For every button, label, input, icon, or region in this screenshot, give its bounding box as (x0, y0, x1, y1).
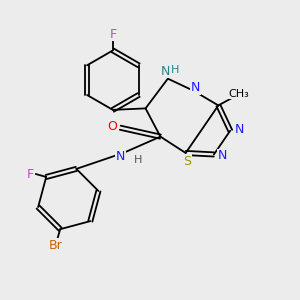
Text: N: N (218, 149, 227, 162)
Text: S: S (183, 155, 191, 168)
Text: H: H (171, 65, 179, 75)
Text: N: N (235, 123, 244, 136)
Text: Br: Br (49, 239, 63, 252)
Text: N: N (161, 65, 170, 78)
Text: N: N (116, 150, 125, 163)
Text: F: F (26, 167, 33, 181)
Text: F: F (109, 28, 116, 40)
Text: O: O (107, 120, 117, 133)
Text: CH₃: CH₃ (229, 88, 250, 98)
Text: N: N (191, 81, 200, 94)
Text: H: H (134, 154, 142, 164)
